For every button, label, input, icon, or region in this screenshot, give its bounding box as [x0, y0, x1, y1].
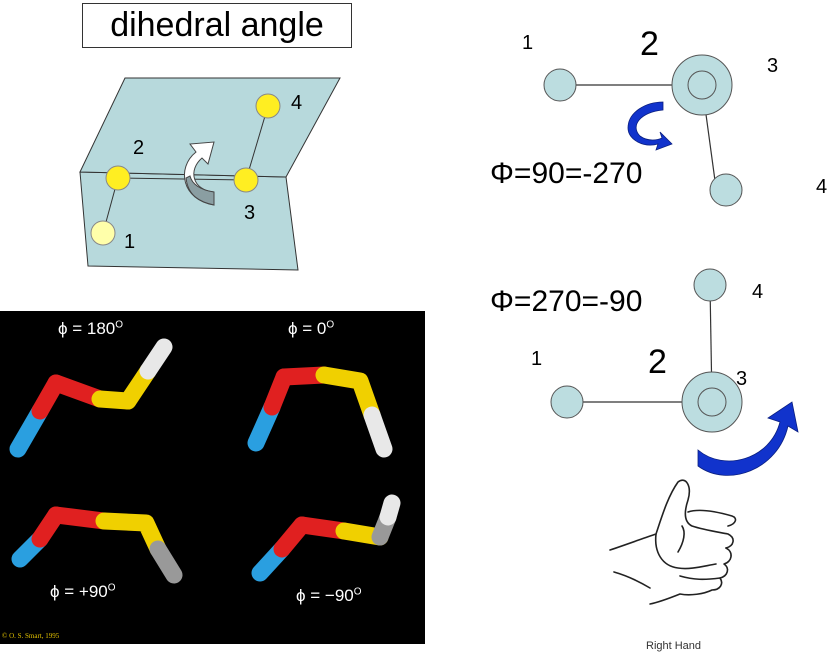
- atom-3: [233, 167, 259, 193]
- page-title: dihedral angle: [82, 3, 352, 48]
- atom-4: [255, 93, 281, 119]
- bond-2-3: [117, 177, 247, 181]
- molecule-models: [9, 338, 401, 584]
- newman-top-label-2: 2: [640, 25, 659, 63]
- plane-diagram: [79, 77, 341, 271]
- model-phi-0: [247, 366, 393, 458]
- model-phi-minus-90: [251, 494, 401, 582]
- atom-1: [90, 220, 116, 246]
- right-hand-caption: Right Hand: [646, 640, 702, 652]
- caption-phi-minus-90: ϕ = −90O: [296, 586, 362, 605]
- right-hand-drawing: [609, 479, 737, 605]
- newman-bottom-label-3: 3: [736, 368, 748, 390]
- rotation-arrow-icon: [183, 141, 215, 206]
- newman-bottom-diagram: [550, 268, 799, 476]
- newman-top-label-4: 4: [816, 176, 828, 198]
- model-phi-180: [9, 338, 173, 458]
- newman-top-rotation-arrow-icon: [627, 101, 673, 151]
- newman-bottom-label-1: 1: [531, 348, 543, 370]
- model-phi-plus-90: [11, 506, 183, 584]
- newman-bottom-atom-1: [550, 385, 584, 419]
- plane-label-3: 3: [244, 202, 256, 224]
- plane-label-2: 2: [133, 137, 145, 159]
- newman-bottom-phi: Φ=270=-90: [490, 285, 643, 318]
- atom-2: [105, 165, 131, 191]
- bond-3-4: [245, 105, 269, 181]
- newman-bottom-label-2: 2: [648, 343, 667, 381]
- newman-top-diagram: [543, 54, 743, 207]
- plane-label-1: 1: [124, 231, 136, 253]
- newman-top-phi: Φ=90=-270: [490, 157, 643, 190]
- newman-bottom-atom-2: [697, 387, 727, 417]
- newman-bottom-atom-4: [693, 268, 727, 302]
- newman-bottom-rotation-arrow-icon: [697, 401, 799, 476]
- newman-top-atom-2: [687, 70, 717, 100]
- caption-phi-plus-90: ϕ = +90O: [50, 582, 116, 601]
- newman-bottom-label-4: 4: [752, 281, 764, 303]
- caption-phi-180: ϕ = 180O: [58, 319, 124, 338]
- photo-credit: © O. S. Smart, 1995: [2, 632, 60, 640]
- caption-phi-0: ϕ = 0O: [288, 319, 335, 338]
- plane-label-4: 4: [291, 92, 303, 114]
- newman-top-label-3: 3: [767, 55, 779, 77]
- newman-top-atom-1: [543, 68, 577, 102]
- newman-top-label-1: 1: [522, 32, 534, 54]
- newman-top-atom-4: [709, 173, 743, 207]
- molecule-photo: ϕ = 180O ϕ = 0O ϕ = +90O ϕ = −90O © O. S…: [0, 311, 425, 644]
